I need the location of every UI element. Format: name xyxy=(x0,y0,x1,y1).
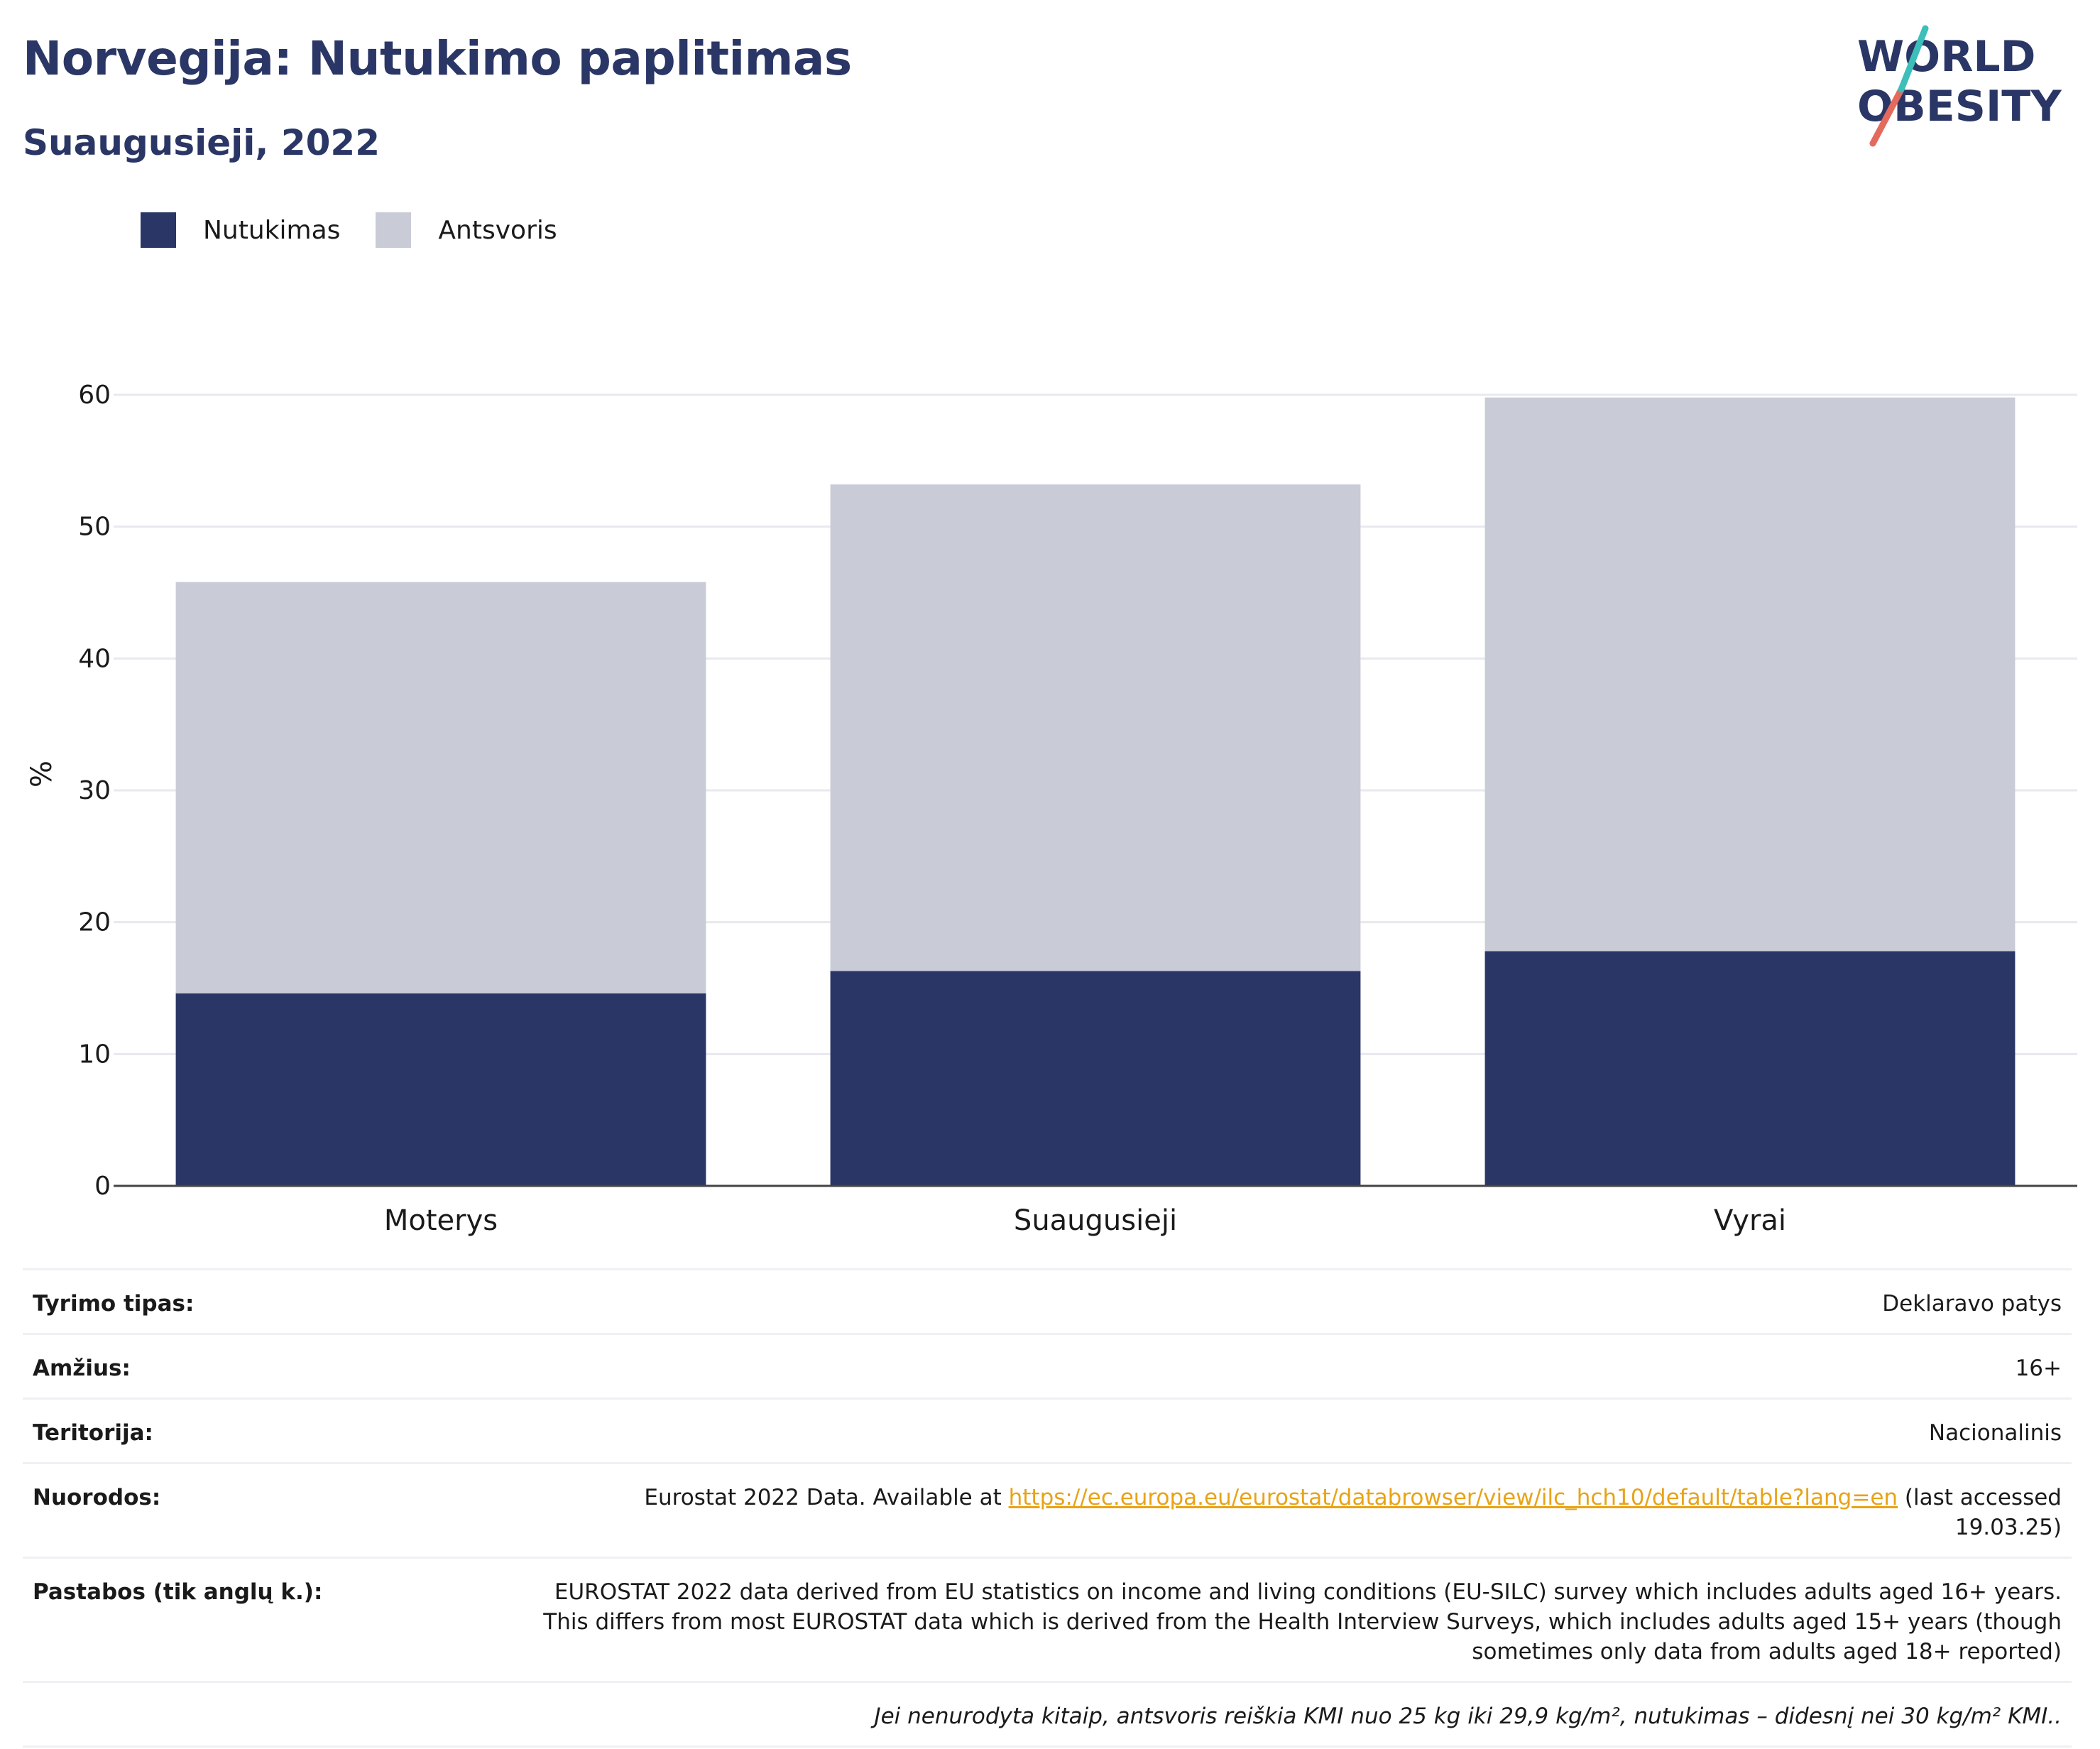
info-row-notes: Pastabos (tik anglų k.): EUROSTAT 2022 d… xyxy=(23,1557,2072,1681)
bar-overweight xyxy=(175,582,706,993)
bar-obesity xyxy=(175,993,706,1186)
info-label-age: Amžius: xyxy=(33,1356,131,1381)
x-tick-label: Suaugusieji xyxy=(1014,1204,1177,1237)
y-tick-label: 30 xyxy=(78,776,111,805)
logo-word-obesity: OBESITY xyxy=(1857,82,2062,131)
info-value-age: 16+ xyxy=(2015,1356,2062,1381)
reference-link[interactable]: https://ec.europa.eu/eurostat/databrowse… xyxy=(1008,1485,1898,1510)
chart-legend: Nutukimas Antsvoris xyxy=(141,212,593,249)
bar-chart: 0 10 20 30 40 50 60% Moterys Suaugusieji Vyrai xyxy=(26,381,2077,1237)
y-tick-label: 40 xyxy=(78,644,111,673)
y-tick-label: 50 xyxy=(78,513,111,542)
info-value-survey-type: Deklaravo patys xyxy=(1882,1291,2062,1317)
world-obesity-logo: WORLD OBESITY xyxy=(1857,25,2062,147)
y-tick-label: 0 xyxy=(94,1172,111,1201)
legend-item-obesity[interactable]: Nutukimas xyxy=(141,212,340,248)
legend-swatch-overweight xyxy=(376,212,412,248)
bar-overweight xyxy=(830,484,1361,971)
legend-item-overweight[interactable]: Antsvoris xyxy=(376,212,557,248)
info-value-references: Eurostat 2022 Data. Available at https:/… xyxy=(535,1483,2062,1542)
bar-obesity xyxy=(1484,951,2016,1186)
info-row-references: Nuorodos: Eurostat 2022 Data. Available … xyxy=(23,1462,2072,1557)
info-footnote: Jei nenurodyta kitaip, antsvoris reiškia… xyxy=(874,1704,2062,1729)
bar-overweight xyxy=(1484,397,2016,952)
logo-word-world: WORLD xyxy=(1857,32,2035,82)
legend-label-obesity: Nutukimas xyxy=(203,215,341,245)
info-row-survey-type: Tyrimo tipas: Deklaravo patys xyxy=(23,1268,2072,1333)
x-tick-label: Vyrai xyxy=(1714,1204,1786,1237)
logo-slash-teal xyxy=(1898,25,1929,93)
info-label-territory: Teritorija: xyxy=(33,1420,153,1446)
x-tick-label: Moterys xyxy=(384,1204,498,1237)
legend-swatch-obesity xyxy=(141,212,176,248)
info-row-age: Amžius: 16+ xyxy=(23,1333,2072,1397)
y-tick-label: 60 xyxy=(78,381,111,410)
info-label-survey-type: Tyrimo tipas: xyxy=(33,1291,195,1317)
chart-subtitle: Suaugusieji, 2022 xyxy=(23,122,380,163)
info-value-territory: Nacionalinis xyxy=(1928,1420,2062,1446)
y-tick-label: 10 xyxy=(78,1040,111,1069)
legend-label-overweight: Antsvoris xyxy=(438,215,557,245)
logo-slash-red xyxy=(1869,86,1905,147)
bar-obesity xyxy=(830,971,1361,1186)
info-label-references: Nuorodos: xyxy=(33,1485,161,1510)
info-value-notes: EUROSTAT 2022 data derived from EU stati… xyxy=(543,1579,2062,1664)
reference-suffix: (last accessed 19.03.25) xyxy=(1898,1485,2062,1540)
info-row-territory: Teritorija: Nacionalinis xyxy=(23,1397,2072,1462)
chart-title: Norvegija: Nutukimo paplitimas xyxy=(23,31,852,86)
info-label-notes: Pastabos (tik anglų k.): xyxy=(33,1579,323,1605)
info-row-footnote: Jei nenurodyta kitaip, antsvoris reiškia… xyxy=(23,1681,2072,1748)
y-axis-label: % xyxy=(26,761,58,788)
info-table: Tyrimo tipas: Deklaravo patys Amžius: 16… xyxy=(23,1268,2072,1748)
reference-prefix: Eurostat 2022 Data. Available at xyxy=(644,1485,1009,1510)
y-tick-label: 20 xyxy=(78,908,111,937)
